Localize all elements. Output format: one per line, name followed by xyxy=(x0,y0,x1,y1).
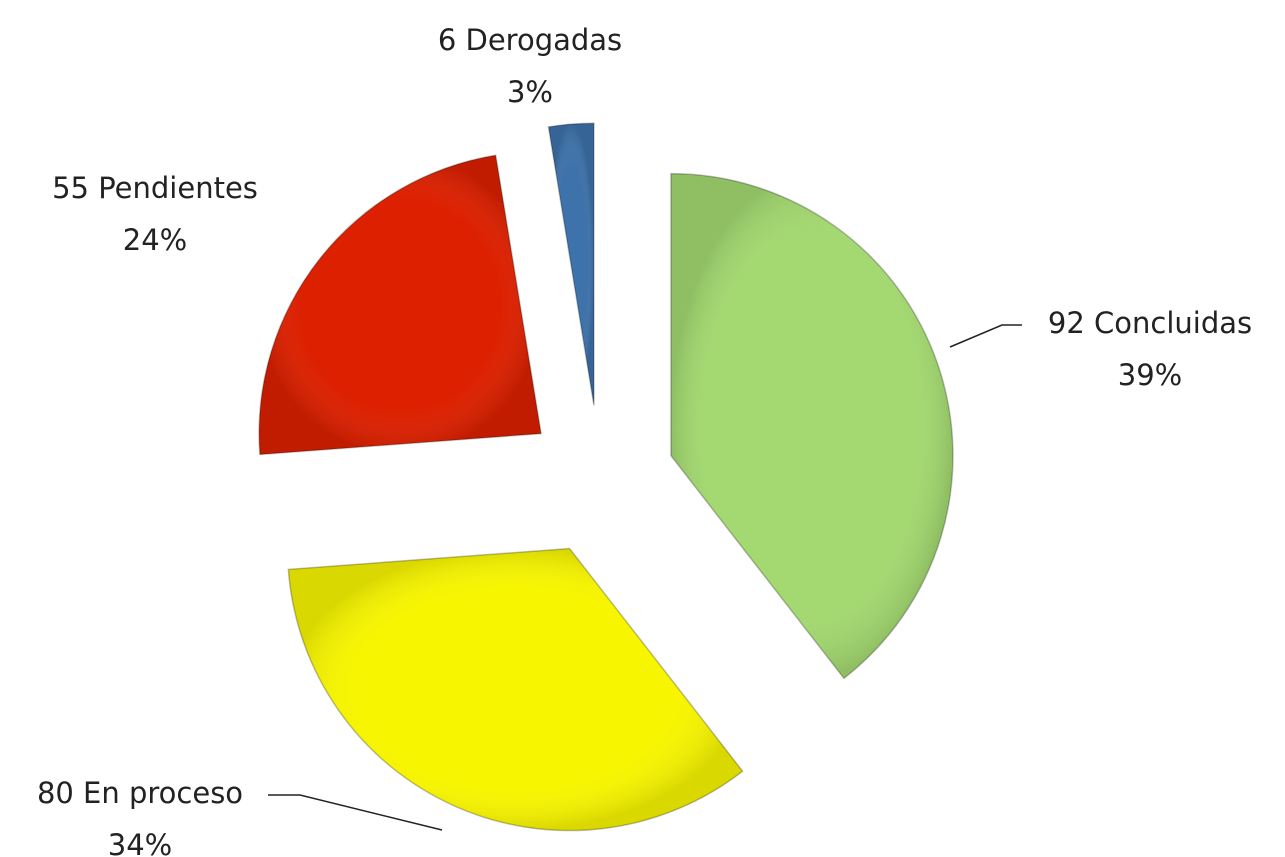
leader-line xyxy=(268,794,443,831)
slice-label: 80 En proceso xyxy=(37,776,243,810)
pie-slice xyxy=(258,154,542,456)
slice-percent: 39% xyxy=(1118,358,1182,392)
pie-slice xyxy=(287,547,744,832)
slice-percent: 3% xyxy=(507,75,553,109)
slice-percent: 24% xyxy=(123,223,187,257)
slice-label: 55 Pendientes xyxy=(52,171,258,205)
pie-slice xyxy=(670,172,954,680)
slice-label: 6 Derogadas xyxy=(438,23,622,57)
slice-percent: 34% xyxy=(108,828,172,857)
pie-slice xyxy=(547,122,595,406)
slice-label: 92 Concluidas xyxy=(1048,306,1252,340)
leader-line xyxy=(949,324,1022,348)
